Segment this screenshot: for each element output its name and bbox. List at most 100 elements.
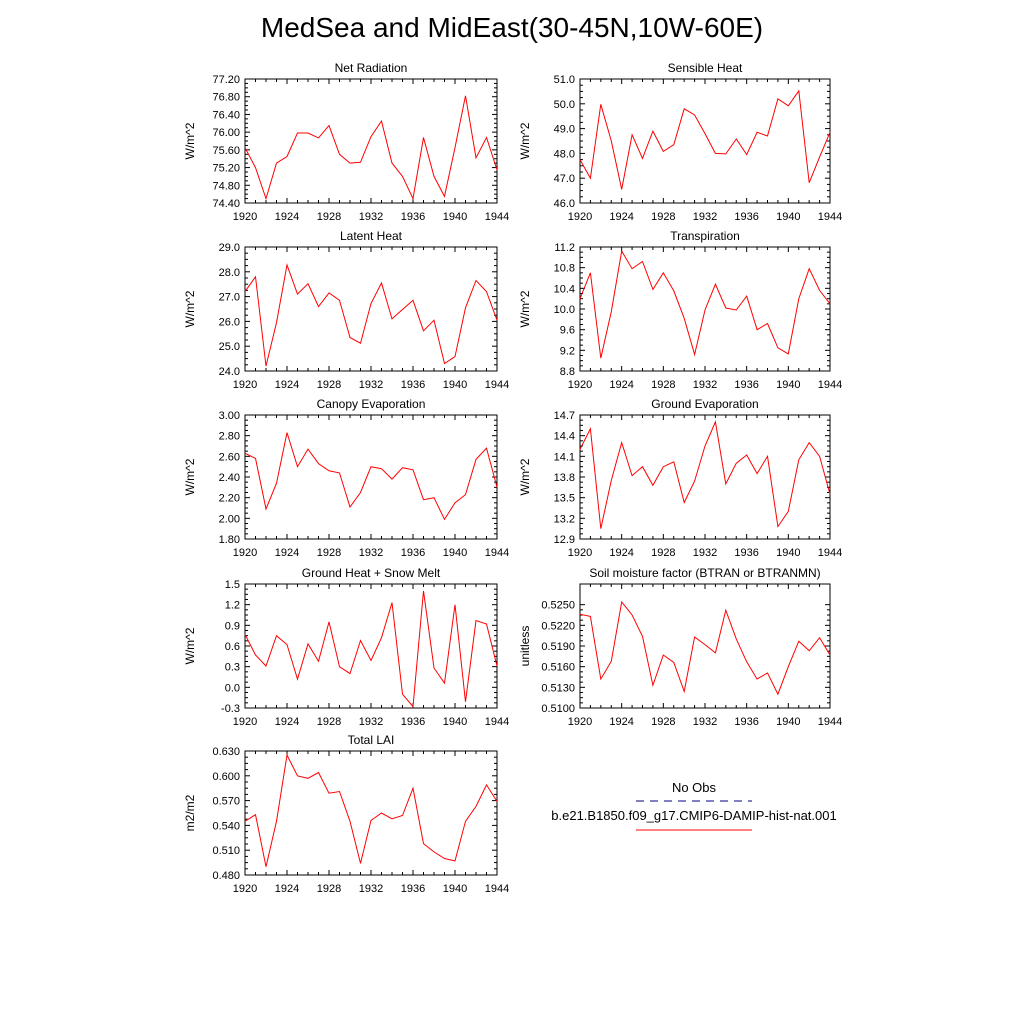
series-line — [579, 420, 831, 529]
x-tick-label: 1944 — [485, 883, 509, 895]
y-axis-label: unitless — [518, 626, 532, 667]
y-tick-label: 0.570 — [212, 796, 240, 808]
y-tick-label: 28.0 — [219, 267, 240, 279]
plot-frame — [244, 78, 498, 204]
panel-title: Total LAI — [348, 733, 395, 747]
x-tick-label: 1936 — [401, 547, 425, 559]
x-tick-label: 1936 — [734, 211, 758, 223]
y-tick-label: 0.630 — [212, 746, 240, 758]
panel-title: Latent Heat — [340, 229, 403, 243]
series-line — [579, 600, 831, 696]
x-tick-label: 1920 — [568, 379, 592, 391]
y-tick-label: 9.2 — [560, 345, 575, 357]
y-axis-label: W/m^2 — [183, 290, 197, 327]
x-tick-label: 1940 — [443, 379, 467, 391]
x-tick-label: 1932 — [359, 547, 383, 559]
x-tick-label: 1944 — [818, 379, 842, 391]
x-tick-label: 1932 — [693, 716, 717, 728]
y-axis-label: W/m^2 — [518, 122, 532, 159]
panel-6: Ground Evaporation W/m^2 1920 1924 1928 1932 1… — [518, 397, 842, 559]
y-tick-label: 76.00 — [212, 127, 240, 139]
series-line — [244, 590, 498, 708]
plot-frame — [244, 750, 498, 876]
y-tick-label: 0.5190 — [541, 641, 575, 653]
x-tick-label: 1920 — [568, 211, 592, 223]
y-tick-label: 9.6 — [560, 325, 575, 337]
x-tick-label: 1928 — [317, 211, 341, 223]
legend-obs-label: No Obs — [672, 780, 717, 795]
y-tick-label: 77.20 — [212, 74, 240, 86]
x-tick-label: 1936 — [734, 379, 758, 391]
y-tick-label: 13.8 — [554, 472, 575, 484]
y-tick-label: 2.60 — [219, 451, 240, 463]
x-tick-label: 1940 — [776, 379, 800, 391]
series-line — [579, 249, 831, 359]
panel-title: Soil moisture factor (BTRAN or BTRANMN) — [589, 566, 820, 580]
y-tick-label: 0.600 — [212, 771, 240, 783]
y-tick-label: 1.2 — [225, 600, 240, 612]
y-tick-label: 14.4 — [554, 431, 575, 443]
plot-frame — [579, 414, 831, 540]
series-line — [244, 262, 498, 367]
legend-model-label: b.e21.B1850.f09_g17.CMIP6-DAMIP-hist-nat… — [551, 808, 836, 823]
x-tick-label: 1920 — [568, 547, 592, 559]
x-tick-label: 1924 — [609, 716, 633, 728]
y-tick-label: 0.6 — [225, 641, 240, 653]
x-tick-label: 1920 — [568, 716, 592, 728]
series-line — [244, 95, 498, 201]
panel-1: Net Radiation W/m^2 1920 1924 1928 1932 1936 19… — [183, 61, 509, 223]
x-tick-label: 1940 — [443, 716, 467, 728]
panel-title: Transpiration — [670, 229, 740, 243]
panel-title: Ground Heat + Snow Melt — [302, 566, 441, 580]
y-tick-label: 10.4 — [554, 283, 575, 295]
y-tick-label: 0.3 — [225, 662, 240, 674]
y-axis-label: W/m^2 — [518, 458, 532, 495]
panel-title: Sensible Heat — [668, 61, 743, 75]
x-tick-label: 1932 — [359, 883, 383, 895]
x-tick-label: 1940 — [443, 211, 467, 223]
x-tick-label: 1944 — [485, 211, 509, 223]
y-tick-label: 26.0 — [219, 316, 240, 328]
y-tick-label: 51.0 — [554, 74, 575, 86]
x-tick-label: 1932 — [693, 379, 717, 391]
x-tick-label: 1924 — [609, 547, 633, 559]
y-tick-label: 13.2 — [554, 513, 575, 525]
y-tick-label: 47.0 — [554, 173, 575, 185]
y-tick-label: 2.20 — [219, 493, 240, 505]
x-tick-label: 1928 — [317, 883, 341, 895]
x-tick-label: 1932 — [359, 716, 383, 728]
y-tick-label: 0.510 — [212, 845, 240, 857]
x-tick-label: 1928 — [317, 379, 341, 391]
y-tick-label: 49.0 — [554, 124, 575, 136]
y-axis-label: m2/m2 — [183, 794, 197, 831]
panel-5: Canopy Evaporation W/m^2 1920 1924 1928 1932 1… — [183, 397, 509, 559]
x-tick-label: 1940 — [776, 716, 800, 728]
x-tick-label: 1940 — [443, 883, 467, 895]
y-axis-label: W/m^2 — [518, 290, 532, 327]
x-tick-label: 1932 — [693, 547, 717, 559]
x-tick-label: 1944 — [485, 716, 509, 728]
plot-frame — [579, 78, 831, 204]
y-tick-label: 3.00 — [219, 410, 240, 422]
x-tick-label: 1944 — [818, 211, 842, 223]
panel-title: Net Radiation — [335, 61, 408, 75]
x-tick-label: 1936 — [734, 547, 758, 559]
x-tick-label: 1944 — [818, 716, 842, 728]
y-tick-label: 27.0 — [219, 292, 240, 304]
y-tick-label: 0.0 — [225, 682, 240, 694]
y-tick-label: 46.0 — [554, 198, 575, 210]
x-tick-label: 1936 — [401, 716, 425, 728]
plot-frame — [579, 583, 831, 709]
y-tick-label: 14.1 — [554, 451, 575, 463]
x-tick-label: 1928 — [651, 211, 675, 223]
panel-2: Sensible Heat W/m^2 1920 1924 1928 1932 1936 19… — [518, 61, 842, 223]
x-tick-label: 1936 — [401, 211, 425, 223]
x-tick-label: 1940 — [776, 211, 800, 223]
y-tick-label: 0.5100 — [541, 703, 575, 715]
y-tick-label: 0.5130 — [541, 682, 575, 694]
panel-9: Total LAI m2/m2 1920 1924 1928 1932 1936 1940 19… — [183, 733, 509, 895]
y-tick-label: 14.7 — [554, 410, 575, 422]
y-axis-label: W/m^2 — [183, 458, 197, 495]
x-tick-label: 1920 — [233, 211, 257, 223]
y-tick-label: 1.80 — [219, 534, 240, 546]
